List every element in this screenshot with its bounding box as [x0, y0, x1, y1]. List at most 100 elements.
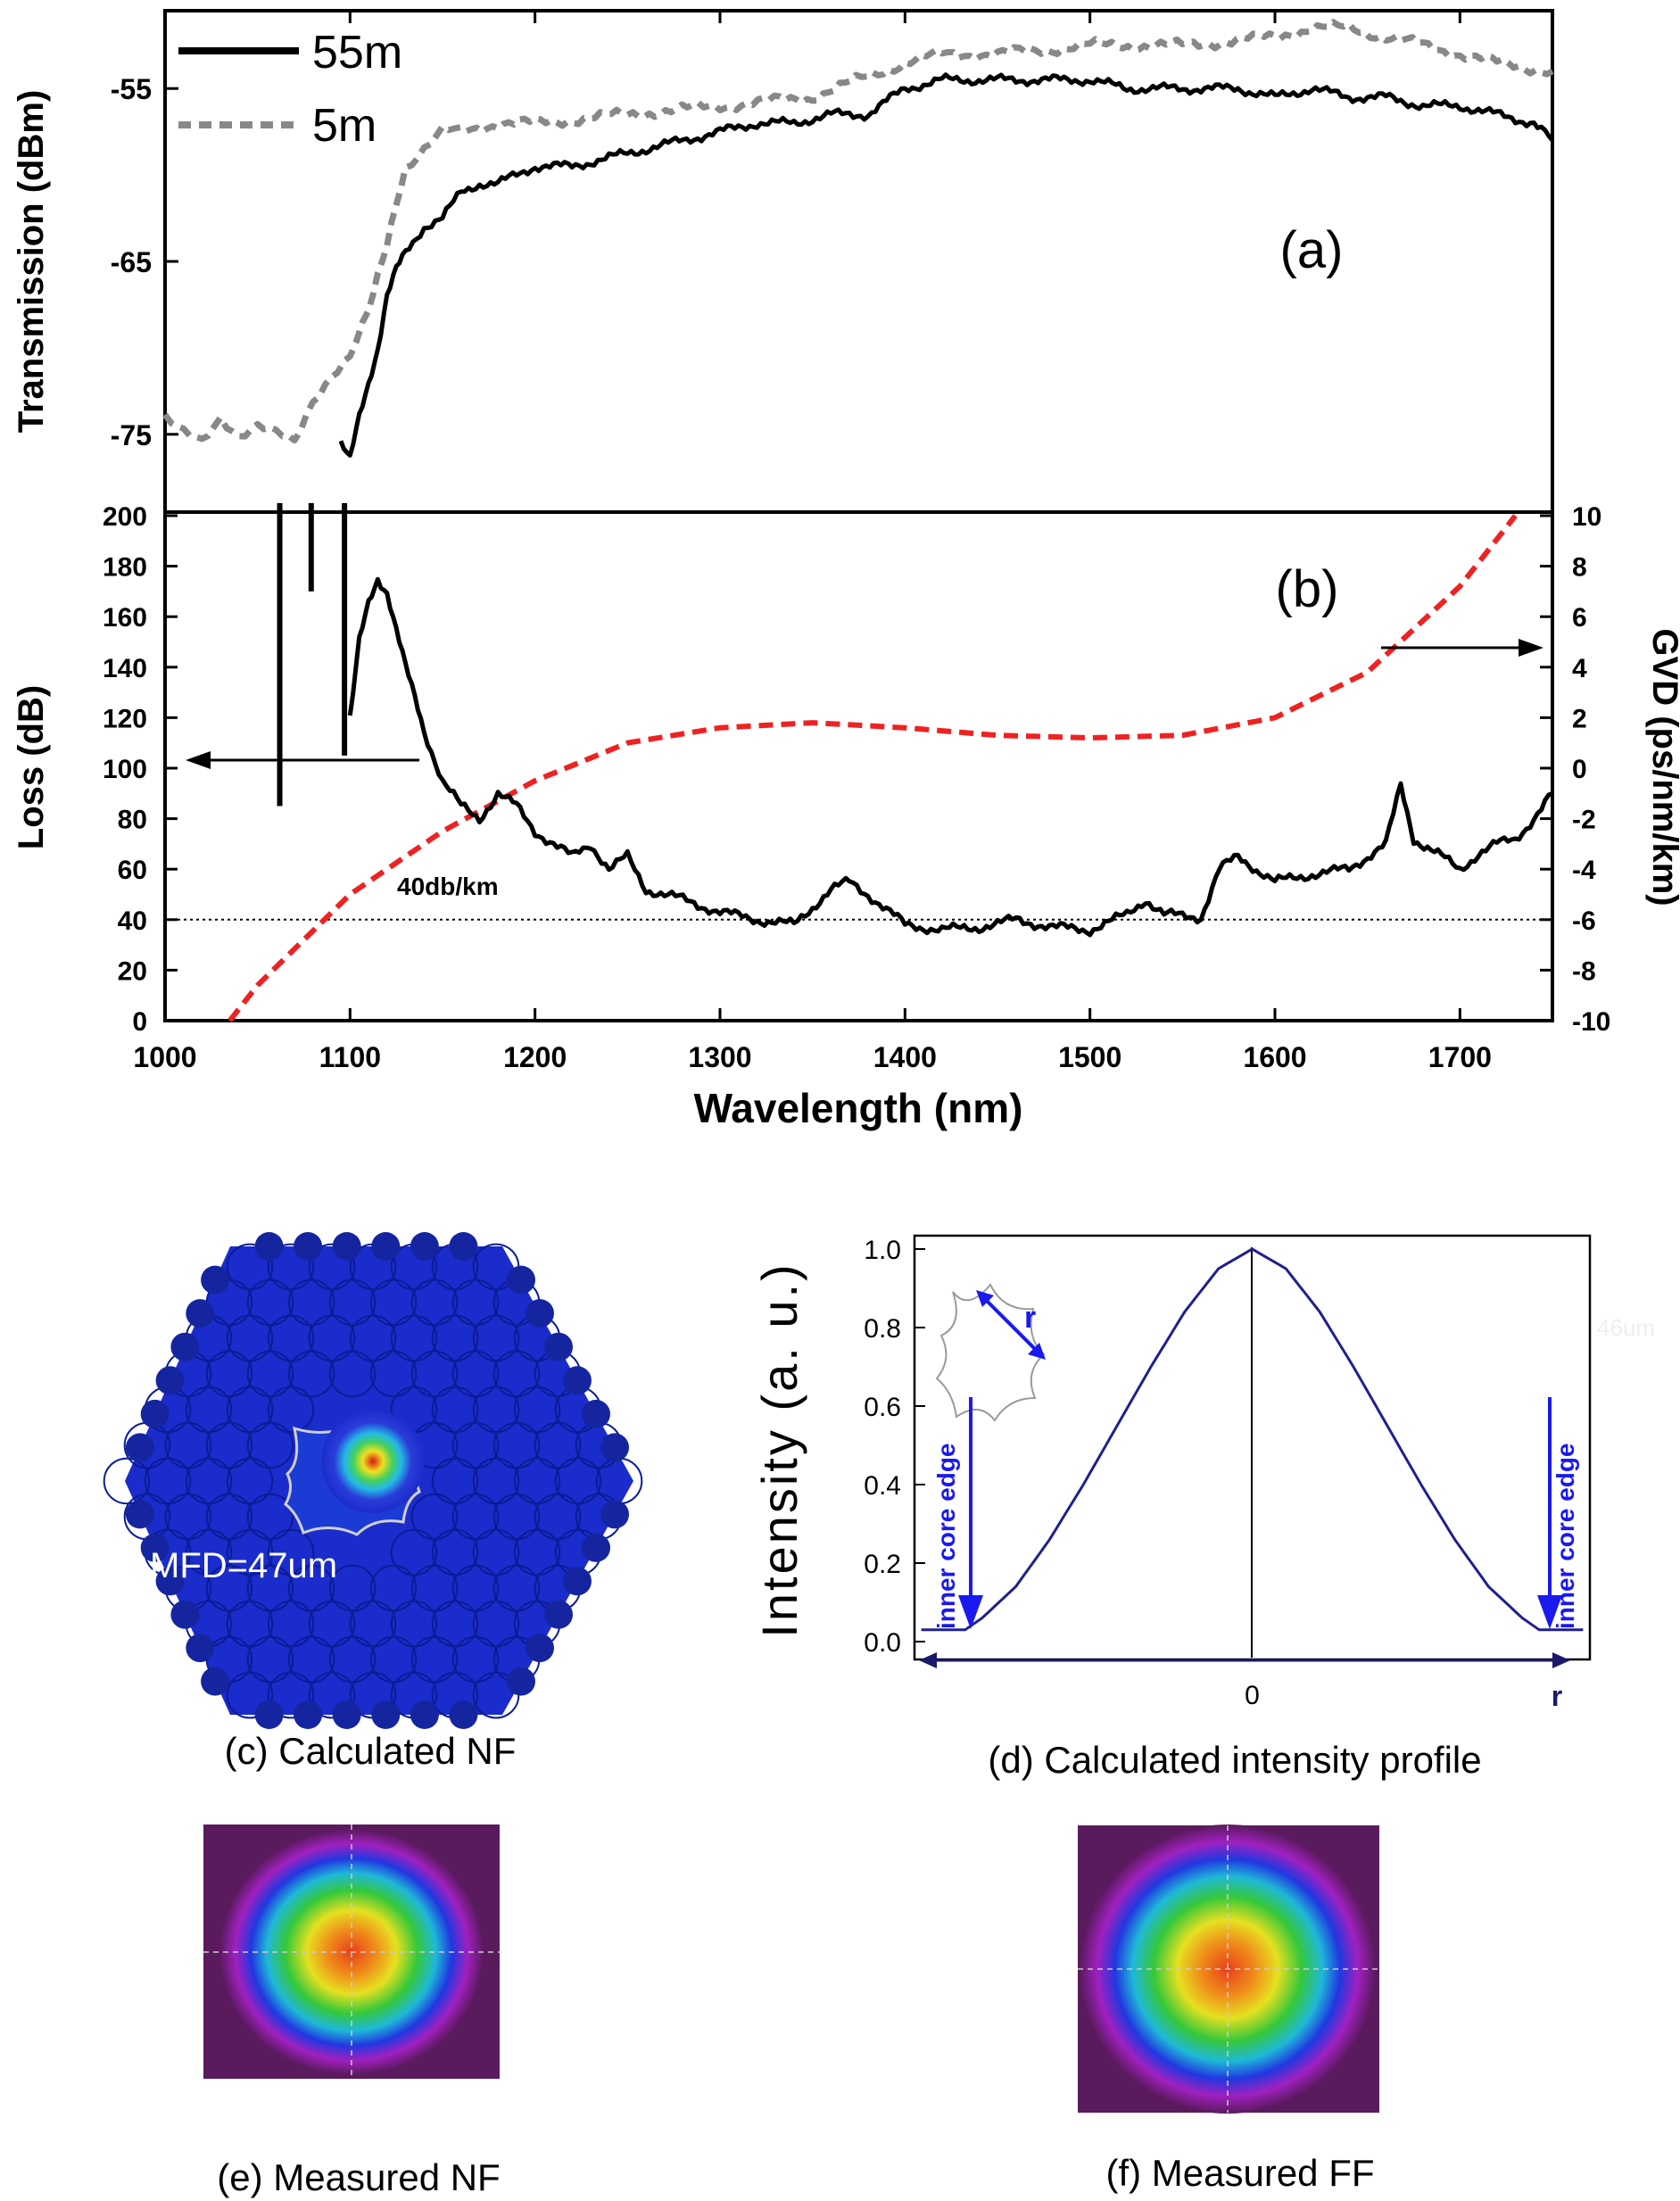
- caption-d: (d) Calculated intensity profile: [988, 1739, 1481, 1781]
- cladding-cell: [451, 1350, 500, 1398]
- cladding-scallop: [254, 1700, 284, 1729]
- cladding-cell: [328, 1564, 377, 1612]
- panel-a-ticks: -55 -65 -75: [111, 11, 1461, 451]
- panel-b-xtick-label: 1400: [873, 1041, 937, 1073]
- inner-core-edge-left: inner core edge: [932, 1397, 983, 1629]
- cladding-scallop: [201, 1265, 230, 1295]
- cladding-scallop: [170, 1332, 200, 1361]
- cladding-cell: [164, 1493, 212, 1541]
- cladding-cell: [246, 1350, 294, 1398]
- cladding-scallop: [449, 1700, 478, 1729]
- cladding-cell: [472, 1528, 520, 1576]
- cladding-cell: [205, 1350, 253, 1398]
- panel-d-ylabel: Intensity (a. u.): [751, 1262, 807, 1637]
- panel-b-ytick-left-label: 180: [103, 553, 147, 583]
- panel-b-ylabel-left: Loss (dB): [12, 685, 51, 849]
- panel-b-ytick-left-label: 120: [103, 704, 147, 733]
- inset-core-shape: [935, 1283, 1046, 1422]
- panel-a-frame: [163, 9, 1554, 514]
- panel-d-series: [921, 1247, 1584, 1632]
- cladding-scallop: [186, 1299, 215, 1328]
- cladding-cell: [390, 1528, 438, 1576]
- panel-b-label: (b): [1276, 560, 1339, 618]
- cladding-cell: [534, 1493, 582, 1541]
- panel-d-xtick-label-r: r: [1552, 1680, 1562, 1712]
- panel-b-ytick-left-label: 40: [118, 906, 147, 936]
- cladding-cell: [308, 1600, 356, 1648]
- cladding-scallop: [170, 1600, 200, 1629]
- inner-core-edge-left-label: inner core edge: [932, 1443, 960, 1629]
- panel-b-ytick-left-label: 20: [118, 956, 147, 986]
- panel-c-calculated-nf: MFD=47um (c) Calculated NF: [103, 1232, 643, 1772]
- panel-d-xtick-label-zero: 0: [1245, 1681, 1260, 1710]
- ghost-label: 46um: [1597, 1314, 1655, 1341]
- panel-a-series: [162, 19, 1554, 458]
- panel-b-xtick-label: 1100: [319, 1041, 381, 1073]
- cladding-cell: [246, 1278, 294, 1327]
- panel-b-xtick-label: 1600: [1243, 1041, 1306, 1073]
- panel-b-ytick-right-label: 0: [1572, 755, 1587, 784]
- panel-d-ytick-label: 0.4: [864, 1471, 901, 1501]
- cladding-cell: [431, 1386, 479, 1434]
- nf-mfd-label: MFD=47um: [150, 1546, 337, 1585]
- cladding-cell: [431, 1314, 479, 1362]
- panel-d-ytick-label: 0.0: [864, 1628, 901, 1658]
- inset-core-outline: r: [935, 1283, 1046, 1422]
- panel-b-series: [165, 502, 1553, 1022]
- panel-a-ytick-label: -65: [111, 246, 152, 278]
- panel-b-ytick-left-label: 200: [103, 502, 147, 532]
- cladding-scallop: [254, 1232, 284, 1261]
- panel-d-ticks: 0.0 0.2 0.4 0.6 0.8 1.0 0 r: [864, 1236, 1562, 1712]
- cladding-cell: [226, 1314, 274, 1362]
- cladding-cell: [369, 1278, 418, 1327]
- panel-a-label: (a): [1280, 221, 1344, 279]
- cladding-cell: [246, 1564, 294, 1612]
- series-loss: [347, 576, 1553, 938]
- cladding-scallop: [201, 1667, 230, 1696]
- cladding-cell: [472, 1314, 520, 1362]
- cladding-scallop: [544, 1332, 573, 1361]
- cladding-cell: [431, 1528, 479, 1576]
- cladding-cell: [451, 1421, 500, 1469]
- panel-b-xtick-label: 1000: [133, 1041, 196, 1073]
- cladding-cell: [205, 1421, 253, 1469]
- inset-r-label: r: [1024, 1301, 1036, 1335]
- inset-r-arrowhead-b: [1028, 1343, 1046, 1360]
- cladding-cell: [472, 1386, 520, 1434]
- cladding-cell: [287, 1635, 335, 1684]
- cladding-cell: [328, 1635, 377, 1684]
- series-intensity: [921, 1247, 1584, 1632]
- cladding-cell: [308, 1314, 356, 1362]
- panel-d-ytick-label: 0.8: [864, 1314, 901, 1344]
- panel-a-ytick-label: -55: [111, 73, 152, 105]
- panel-b-xtick-label: 1500: [1058, 1041, 1121, 1073]
- panel-a-ylabel: Transmission (dBm): [12, 90, 51, 434]
- cladding-cell: [390, 1600, 438, 1648]
- cladding-cell: [267, 1671, 315, 1719]
- cladding-cell: [369, 1350, 418, 1398]
- gvd-axis-arrow: [1381, 639, 1543, 657]
- cladding-scallop: [125, 1433, 154, 1462]
- cladding-cell: [472, 1457, 520, 1505]
- panel-b-xtick-label: 1700: [1428, 1041, 1492, 1073]
- series-5m: [162, 19, 1554, 444]
- cladding-cell: [267, 1600, 315, 1648]
- panel-b-ytick-right-label: -6: [1572, 906, 1596, 936]
- cladding-cell: [410, 1350, 459, 1398]
- cladding-cell: [410, 1493, 459, 1541]
- panel-b-loss-gvd: 0 20 40 60 80 100 120 140 160 180 200 -10 -8 -6 -4 -2 0 2…: [12, 502, 1680, 1131]
- cladding-cell: [308, 1243, 356, 1291]
- cladding-scallop: [582, 1533, 610, 1562]
- cladding-cell: [492, 1564, 541, 1612]
- panel-b-ytick-right-label: 6: [1572, 603, 1587, 633]
- cladding-scallop: [155, 1366, 185, 1395]
- cladding-cell: [513, 1457, 561, 1505]
- calculated-mode-spot: [321, 1410, 425, 1513]
- cladding-cell: [205, 1564, 253, 1612]
- cladding-scallop: [140, 1533, 170, 1562]
- cladding-scallop: [507, 1667, 535, 1696]
- panel-d-ytick-label: 0.6: [864, 1393, 901, 1422]
- cladding-cell: [492, 1493, 541, 1541]
- inner-core-edge-right: inner core edge: [1537, 1397, 1579, 1629]
- series-gvd: [228, 514, 1518, 1022]
